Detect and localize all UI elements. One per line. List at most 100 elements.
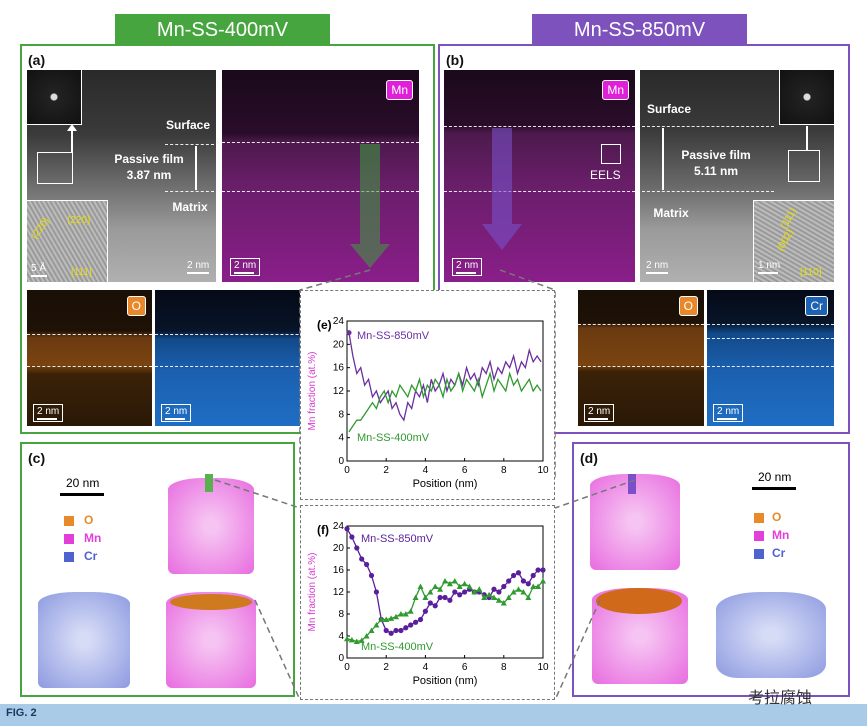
- legend-cr-label: Cr: [772, 546, 786, 560]
- cr-matrix-line: [707, 366, 834, 367]
- panel-label: (f): [317, 523, 329, 537]
- zone-axis-label: [110]: [800, 267, 822, 278]
- panel-d-arrow: [628, 474, 636, 494]
- o-scale-bar: 2 nm: [584, 404, 615, 422]
- data-point: [363, 633, 370, 639]
- purple-arrowhead: [482, 224, 522, 250]
- data-point: [457, 592, 463, 598]
- data-point: [398, 627, 404, 634]
- passive-film-label: Passive film: [681, 148, 751, 162]
- y-tick-label: 4: [338, 433, 344, 444]
- data-point: [383, 616, 390, 622]
- data-point: [442, 594, 448, 601]
- x-tick-label: 8: [501, 662, 507, 673]
- panel-d-scale-label: 20 nm: [758, 470, 792, 484]
- x-tick-label: 2: [383, 465, 389, 476]
- x-tick-label: 4: [423, 465, 429, 476]
- x-axis-label: Position (nm): [413, 675, 478, 687]
- legend-mn-label: Mn: [84, 531, 102, 545]
- passive-film-label: Passive film: [114, 152, 184, 166]
- y-tick-label: 16: [333, 565, 345, 576]
- data-point: [402, 611, 409, 617]
- y-tick-label: 8: [338, 409, 344, 420]
- data-point: [388, 615, 395, 621]
- data-point: [359, 556, 365, 562]
- data-point: [348, 636, 355, 643]
- matrix-label: Matrix: [653, 206, 689, 220]
- data-point: [530, 572, 536, 579]
- o-scale-bar: 2 nm: [33, 404, 64, 422]
- panel-d-label: (d): [580, 450, 598, 466]
- data-point: [510, 589, 517, 595]
- data-point: [501, 583, 507, 590]
- data-point: [491, 594, 497, 600]
- lattice-inset: (111) (002) [110]: [753, 200, 834, 282]
- data-point: [344, 635, 350, 642]
- data-point: [535, 583, 542, 589]
- legend-cr-marker: [754, 549, 764, 559]
- cr-surface-line: [707, 324, 834, 325]
- data-point: [417, 616, 424, 623]
- y-tick-label: 4: [338, 631, 344, 642]
- panel-b-cr-map: Cr 2 nm: [707, 290, 834, 426]
- legend-o-label: O: [84, 513, 94, 527]
- data-point: [471, 589, 478, 595]
- data-point: [413, 619, 419, 625]
- data-point: [540, 578, 546, 584]
- data-point: [525, 594, 532, 600]
- right-title: Mn-SS-850mV: [532, 14, 747, 46]
- cr-interface-line: [707, 338, 834, 339]
- connector-c-f-top: [214, 479, 301, 509]
- legend-mn-marker: [754, 531, 764, 541]
- connector-d-f-bottom: [554, 599, 601, 701]
- lattice-inset: (220) (220) [111] 5 Å: [27, 200, 108, 282]
- watermark: 考拉腐蚀: [748, 690, 813, 707]
- data-point: [437, 594, 443, 601]
- panel-label: (e): [317, 318, 332, 332]
- haadf-scale-bar: 2 nm: [646, 260, 668, 274]
- purple-arrow: [492, 128, 512, 224]
- data-point: [346, 330, 352, 336]
- data-point: [412, 594, 419, 600]
- data-point: [495, 597, 502, 603]
- panel-c-label: (c): [28, 450, 46, 466]
- panel-c-oxide-layer: [170, 594, 252, 610]
- data-point: [432, 603, 438, 609]
- y-axis-label: Mn fraction (at.%): [307, 352, 318, 431]
- fft-inset: [779, 70, 834, 125]
- cr-matrix-line: [155, 366, 419, 367]
- data-point: [520, 578, 526, 584]
- o-matrix-line: [578, 366, 704, 367]
- x-tick-label: 0: [344, 662, 350, 673]
- mn-scale-bar: 2 nm: [230, 258, 261, 276]
- mn-surface-line: [222, 142, 419, 143]
- plane-label-2: (220): [67, 215, 91, 226]
- data-point: [437, 586, 444, 592]
- data-point: [403, 625, 409, 631]
- data-point: [397, 611, 404, 617]
- panel-c-border: [20, 442, 295, 697]
- data-point: [373, 622, 380, 628]
- data-point: [452, 589, 458, 595]
- data-point: [368, 627, 375, 633]
- data-point: [417, 583, 424, 589]
- legend-o-label: O: [772, 510, 782, 524]
- data-point: [496, 589, 502, 595]
- data-point: [456, 583, 463, 589]
- mn-matrix-line: [444, 191, 635, 192]
- panel-b-label: (b): [446, 52, 464, 68]
- data-point: [466, 583, 473, 589]
- data-point: [422, 594, 429, 600]
- legend-cr-label: Cr: [84, 549, 98, 563]
- data-point: [476, 586, 483, 592]
- data-point: [408, 622, 414, 628]
- panel-b-haadf-image: Surface Passive film 5.11 nm Matrix (111…: [640, 70, 834, 282]
- thickness-label: 5.11 nm: [693, 164, 739, 178]
- selection-box: [788, 150, 820, 182]
- x-tick-label: 0: [344, 465, 350, 476]
- matrix-label: Matrix: [172, 200, 208, 214]
- chart-e-box: 0 2 4 6 8 10 0 4 8 12 16 20 24 Position (nm) Mn fracti…: [300, 290, 555, 500]
- zone-axis-label: [111]: [71, 267, 92, 278]
- x-tick-label: 6: [462, 465, 468, 476]
- o-matrix-line: [27, 366, 152, 367]
